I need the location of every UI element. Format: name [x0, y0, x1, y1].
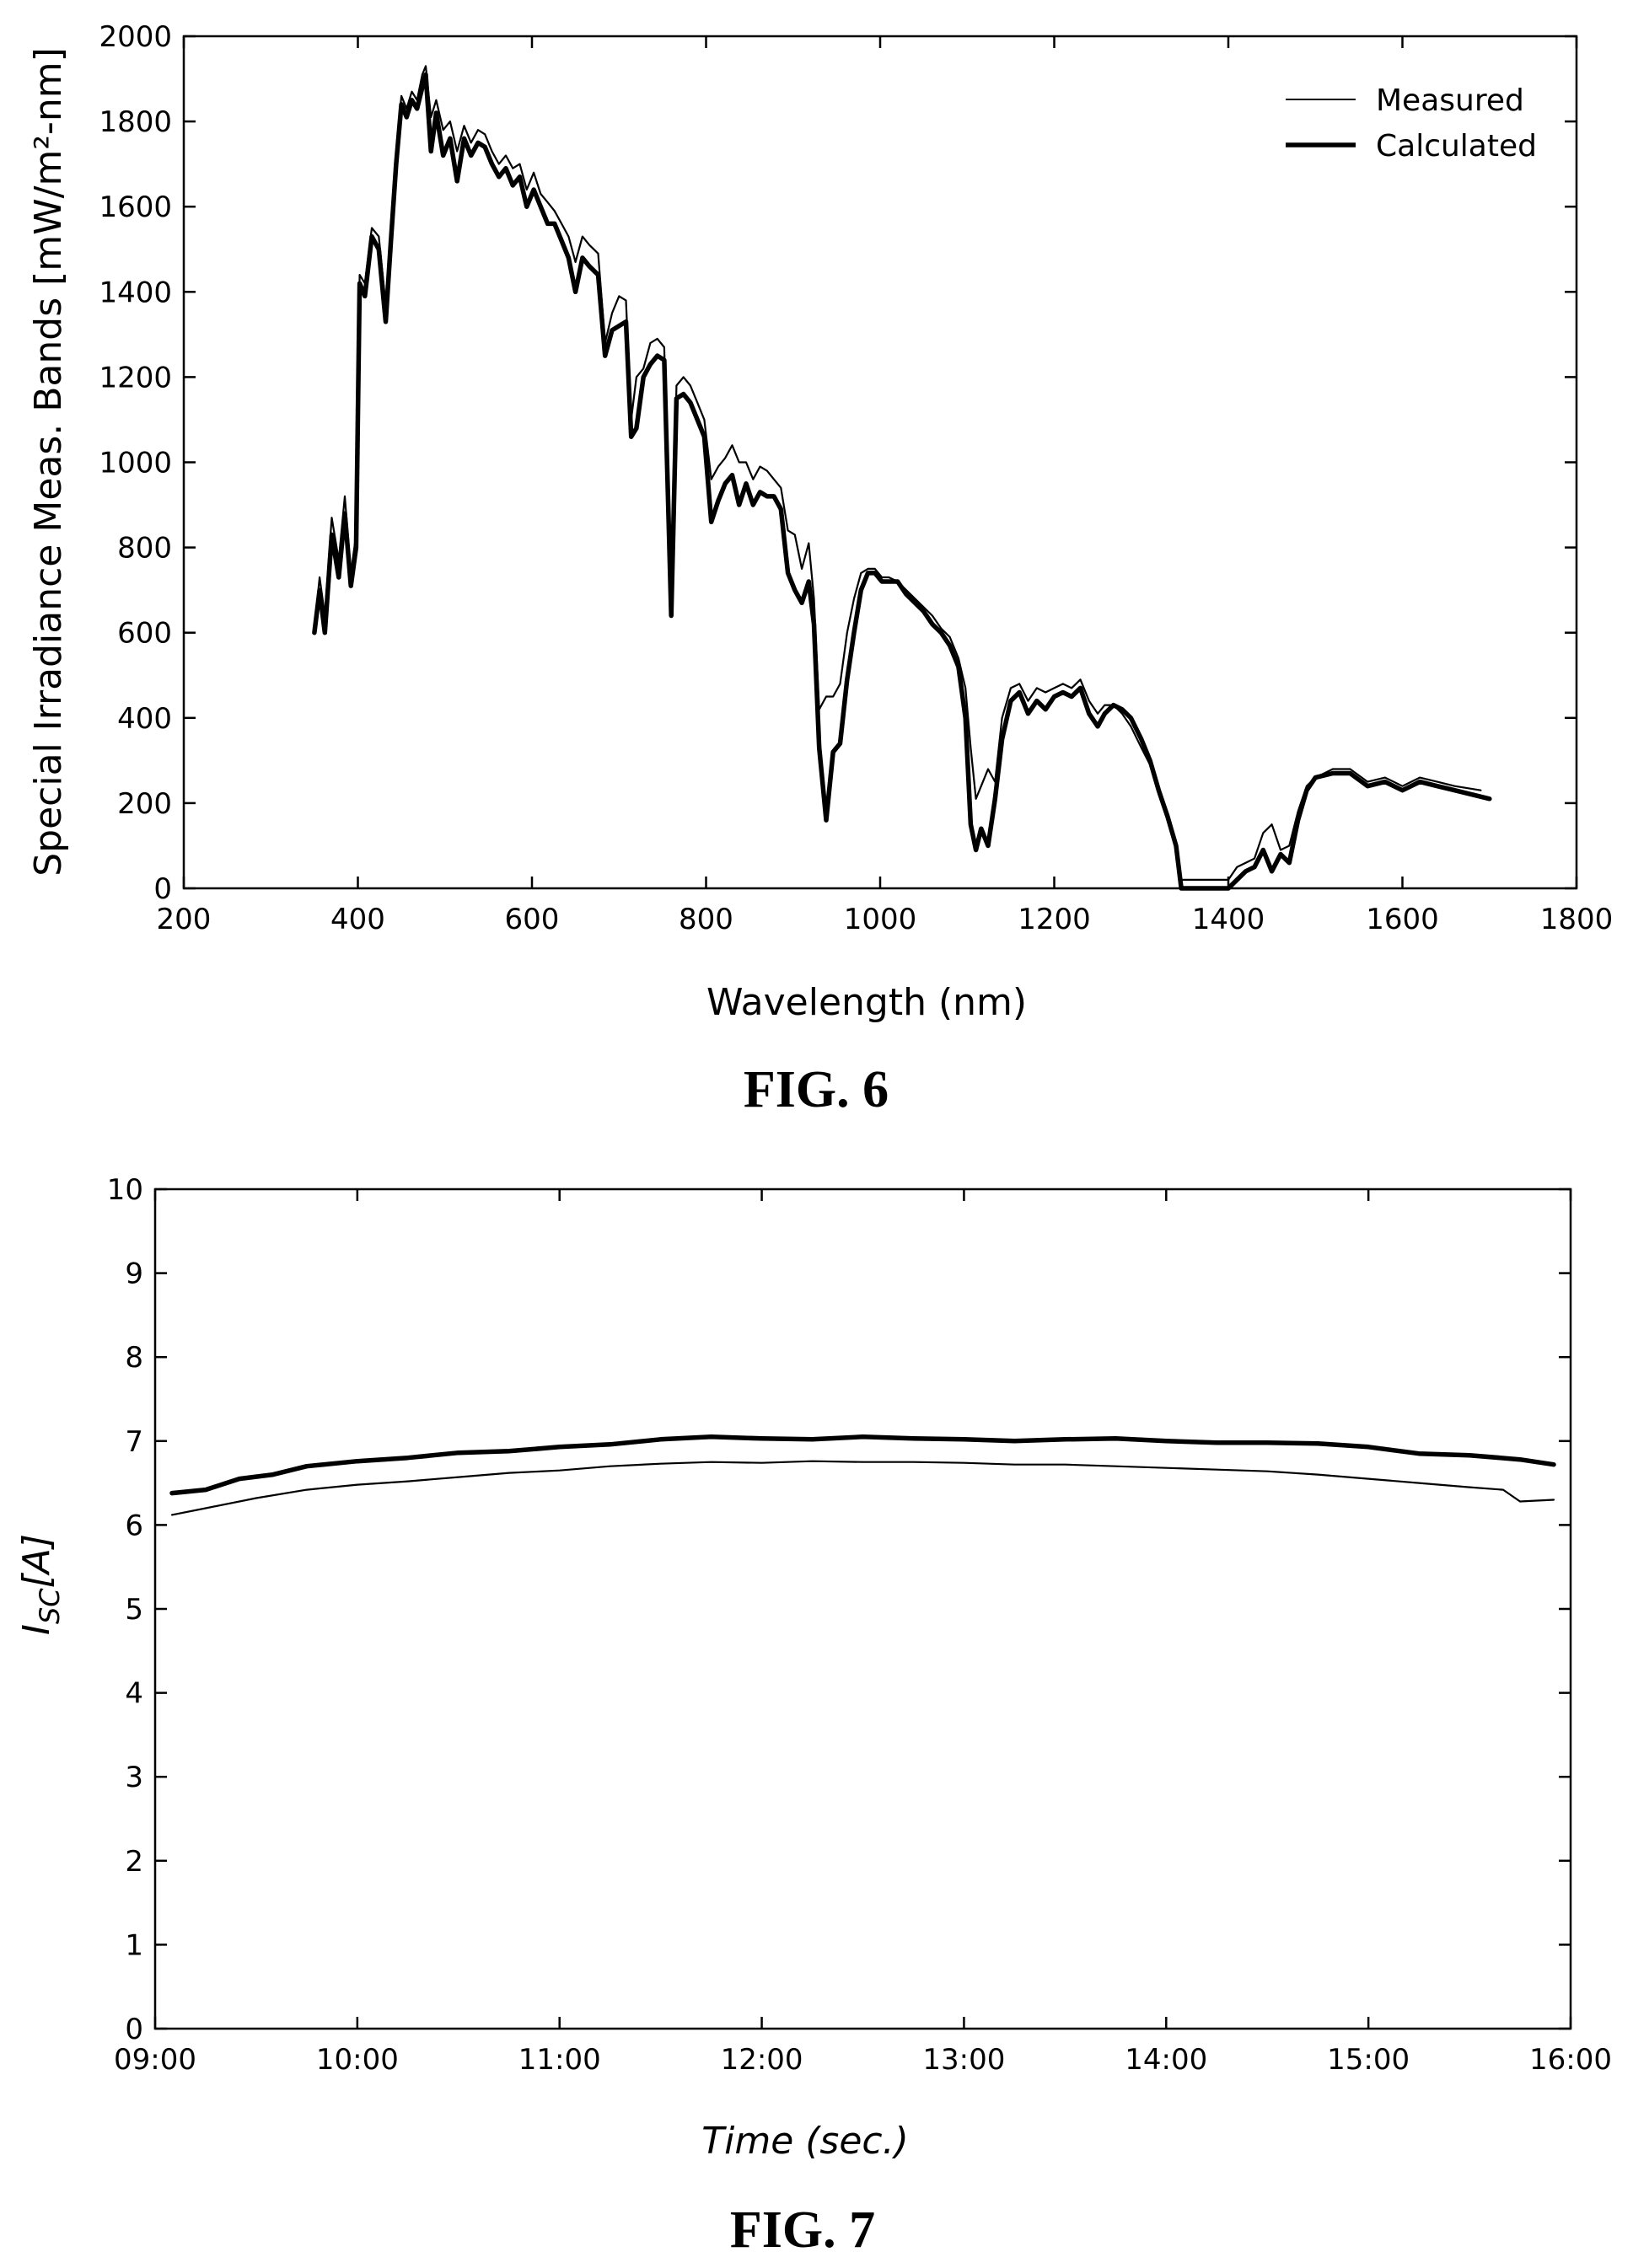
- fig6-y-tick-label: 1600: [99, 190, 172, 224]
- fig7-y-tick-label: 2: [125, 1845, 143, 1879]
- fig7-y-axis-title-tail: [A]: [15, 1534, 58, 1588]
- fig7-x-tick-label: 11:00: [518, 2043, 601, 2077]
- fig6-x-tick-label: 1400: [1192, 903, 1265, 936]
- fig6-legend-label-calculated: Calculated: [1376, 129, 1537, 164]
- fig6-y-tick-label: 400: [117, 702, 172, 736]
- fig6-y-tick-label: 1200: [99, 361, 172, 394]
- fig6-y-tick-label: 600: [117, 617, 172, 651]
- fig7-series-group: [169, 1434, 1556, 1516]
- fig6-caption: FIG. 6: [744, 1061, 889, 1118]
- fig7-caption: FIG. 7: [730, 2201, 875, 2259]
- fig6-x-tick-label: 200: [157, 903, 212, 936]
- fig6-spectral-irradiance-chart: 200 400 600 800 1000 1200 1400 1600 180002004006…: [27, 20, 1613, 1118]
- fig7-y-tick-label: 9: [125, 1257, 143, 1291]
- fig6-y-tick-label: 800: [117, 532, 172, 566]
- fig6-legend-label-measured: Measured: [1376, 83, 1524, 118]
- fig6-y-tick-label: 0: [153, 872, 172, 906]
- fig6-x-tick-label: 1600: [1366, 903, 1439, 936]
- fig7-y-axis-title: ISC[A]: [15, 1534, 66, 1635]
- fig7-y-axis-title-sub: SC: [34, 1588, 66, 1624]
- fig6-series-calculated-line: [312, 72, 1492, 891]
- fig7-x-tick-label: 10:00: [316, 2043, 399, 2077]
- fig6-y-tick-label: 1000: [99, 447, 172, 480]
- fig6-axis-ticks: 200 400 600 800 1000 1200 1400 1600 180002004006…: [99, 20, 1613, 936]
- fig7-y-tick-label: 7: [125, 1425, 143, 1459]
- fig7-y-tick-label: 0: [125, 2013, 143, 2046]
- fig7-series-thin-line: [170, 1460, 1555, 1516]
- fig7-x-axis-title: Time (sec.): [701, 2120, 909, 2163]
- fig7-x-tick-label: 09:00: [114, 2043, 196, 2077]
- fig7-y-tick-label: 10: [107, 1173, 143, 1207]
- fig7-y-tick-label: 6: [125, 1509, 143, 1542]
- fig7-y-tick-label: 4: [125, 1677, 143, 1711]
- fig6-x-tick-label: 1000: [844, 903, 917, 936]
- fig6-series-group: [312, 65, 1492, 891]
- fig6-legend: Measured Calculated: [1286, 83, 1537, 164]
- fig6-x-tick-label: 800: [679, 903, 733, 936]
- fig6-series-measured-line: [313, 65, 1482, 881]
- fig7-x-tick-label: 14:00: [1125, 2043, 1207, 2077]
- fig6-x-axis-title: Wavelength (nm): [706, 981, 1027, 1024]
- fig6-y-tick-label: 200: [117, 787, 172, 821]
- fig6-x-tick-label: 600: [505, 903, 560, 936]
- fig7-x-tick-label: 12:00: [721, 2043, 803, 2077]
- fig6-y-axis-title: Special Irradiance Meas. Bands [mW/m²-nm…: [27, 47, 70, 877]
- fig6-x-tick-label: 400: [330, 903, 385, 936]
- fig7-y-tick-label: 3: [125, 1761, 143, 1794]
- fig7-y-tick-label: 8: [125, 1341, 143, 1375]
- fig7-y-tick-label: 1: [125, 1928, 143, 1962]
- fig6-x-tick-label: 1200: [1018, 903, 1091, 936]
- fig6-x-tick-label: 1800: [1540, 903, 1614, 936]
- fig7-axis-ticks: 09:00 10:00 11:00 12:00 13:00 14:00 15:00 16:00…: [107, 1173, 1612, 2077]
- fig6-y-tick-label: 2000: [99, 20, 172, 54]
- fig7-series-thick-line: [169, 1434, 1556, 1496]
- fig7-y-tick-label: 5: [125, 1593, 143, 1627]
- fig6-y-tick-label: 1400: [99, 276, 172, 309]
- fig7-short-circuit-current-chart: 09:00 10:00 11:00 12:00 13:00 14:00 15:00 16:00…: [15, 1173, 1612, 2259]
- fig7-x-tick-label: 15:00: [1327, 2043, 1410, 2077]
- fig7-y-axis-title-main: I: [15, 1624, 58, 1635]
- fig7-x-tick-label: 16:00: [1529, 2043, 1612, 2077]
- fig6-plot-frame: [182, 35, 1578, 890]
- fig7-plot-frame: [153, 1188, 1572, 2030]
- fig7-x-tick-label: 13:00: [922, 2043, 1005, 2077]
- fig6-y-tick-label: 1800: [99, 105, 172, 139]
